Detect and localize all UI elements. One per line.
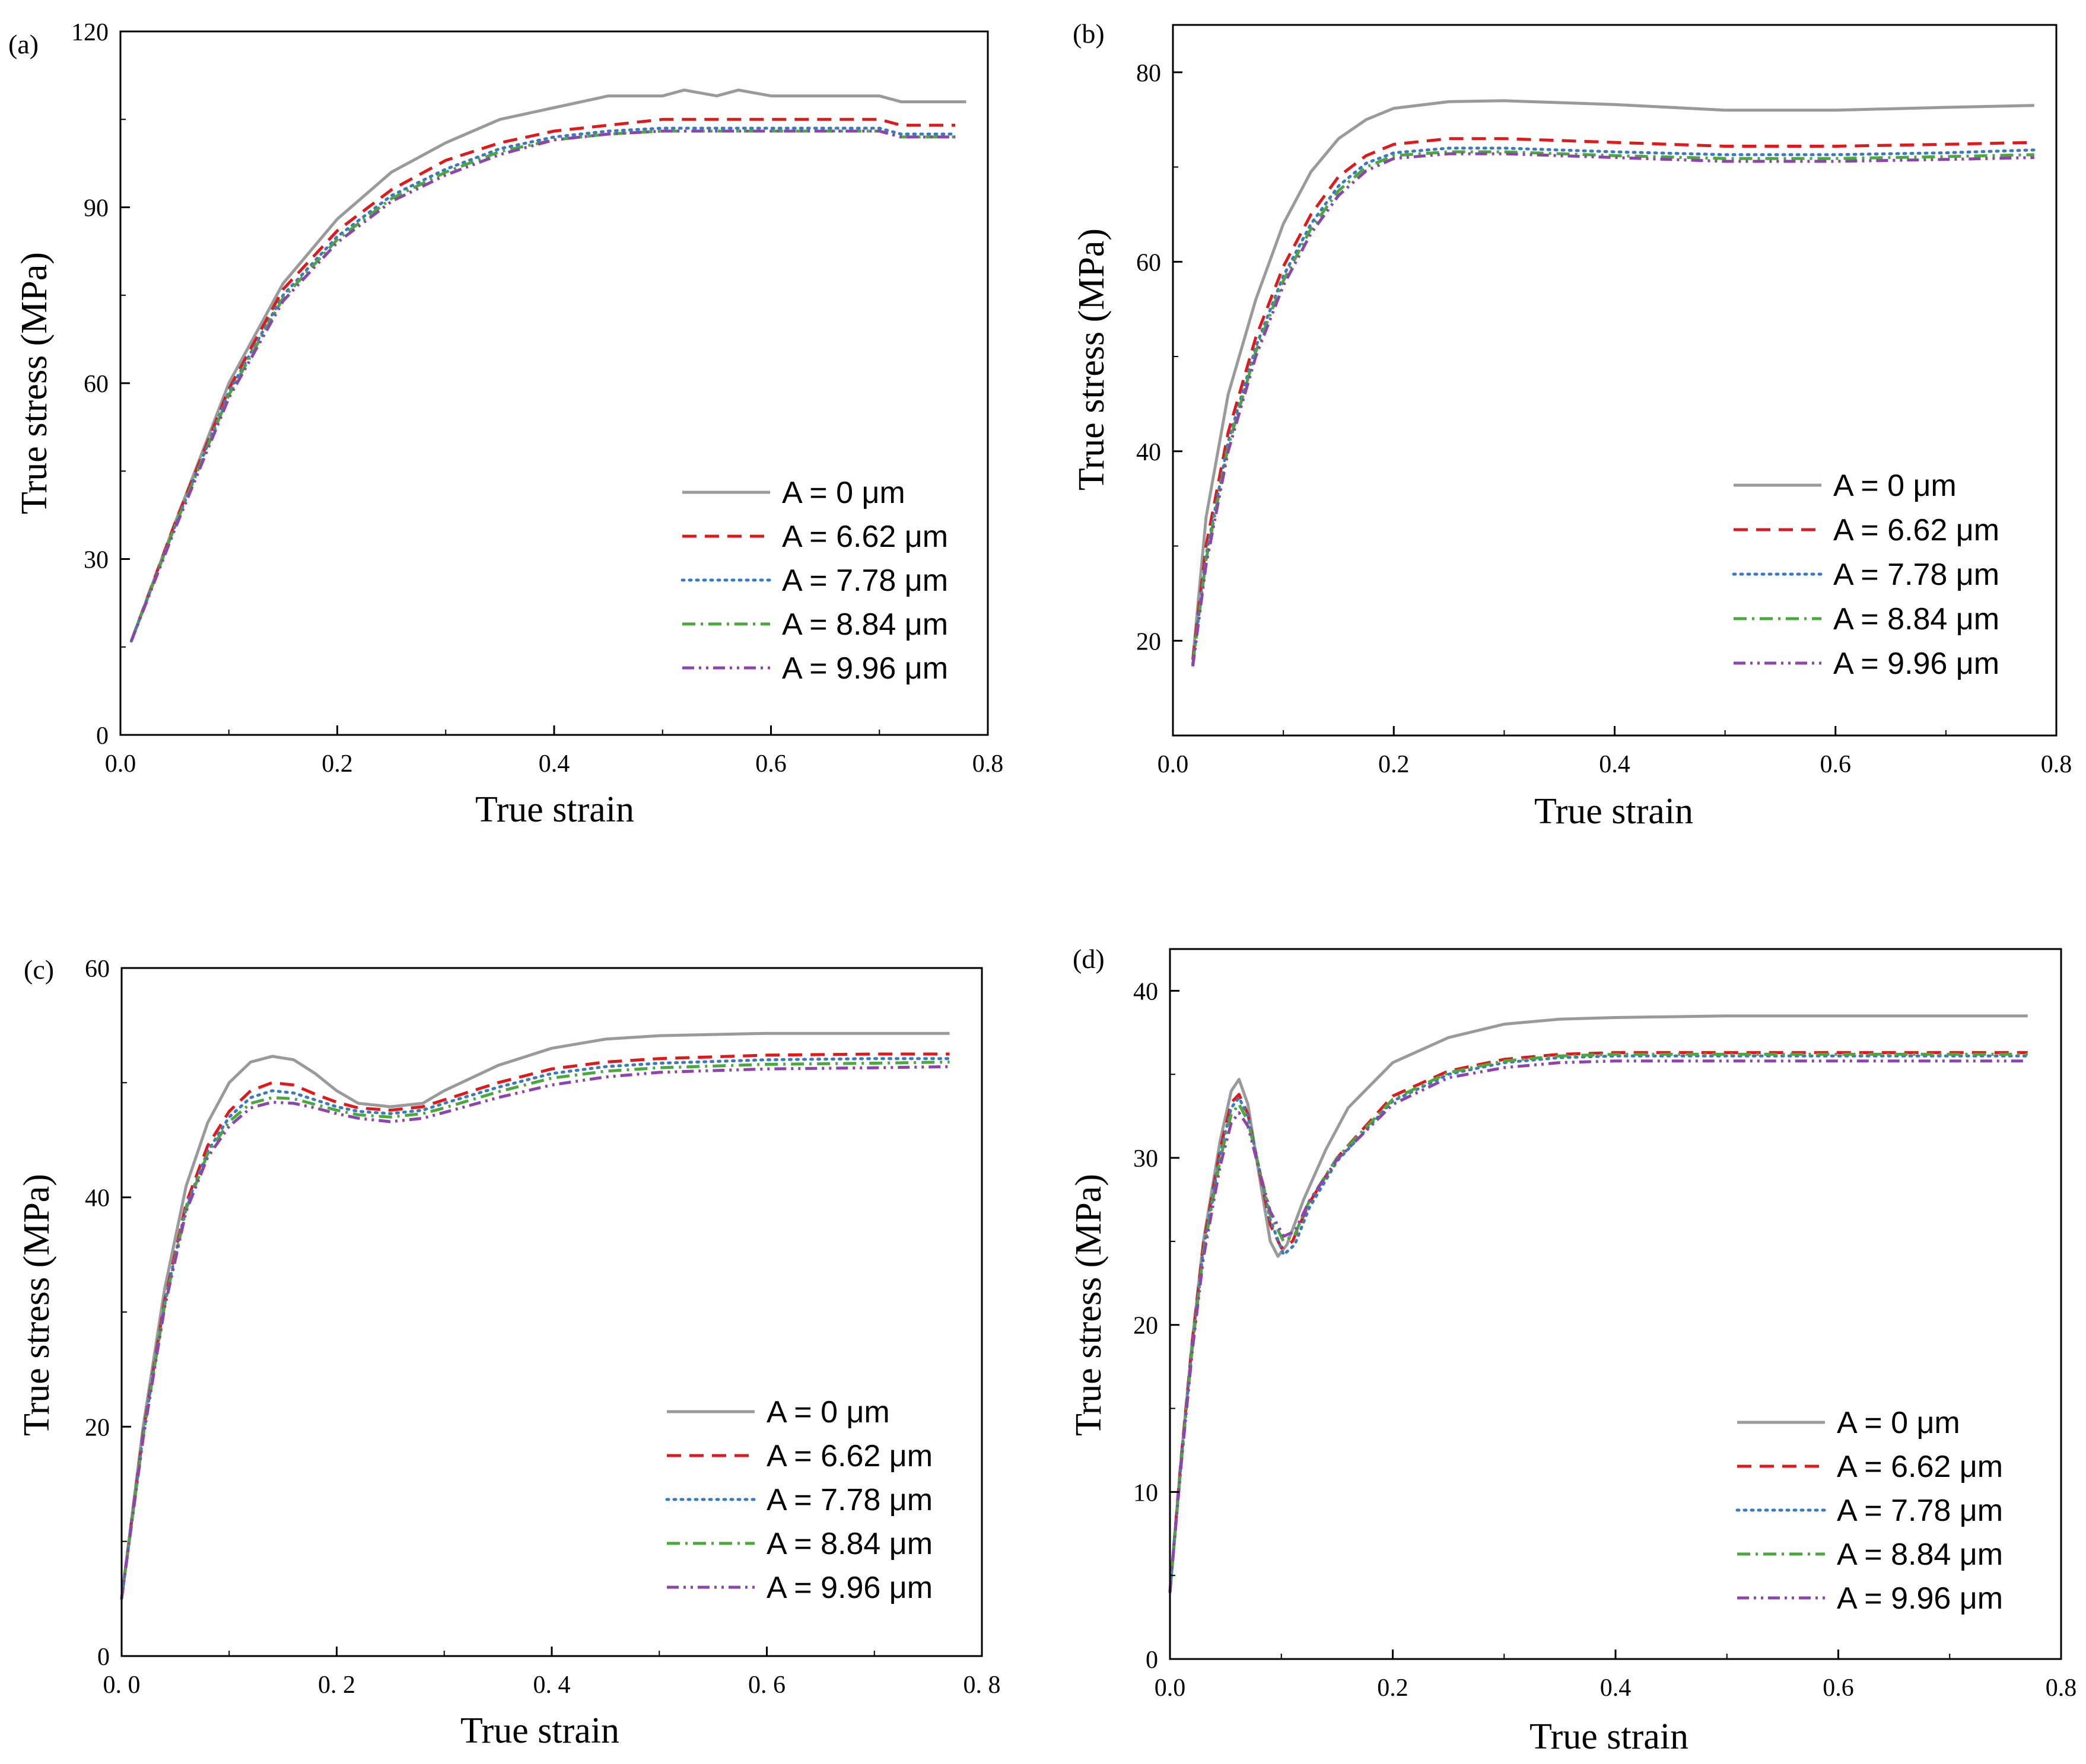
legend-label-1: A = 0 μm xyxy=(782,476,905,510)
panel-b-legend: A = 0 μm A = 6.62 μm A = 7.78 μm A = 8.84 μ… xyxy=(1732,469,1999,681)
legend-label-1: A = 0 μm xyxy=(1833,469,1957,503)
y-tick-label: 60 xyxy=(84,371,109,398)
series-line-3 xyxy=(129,126,957,643)
x-tick-label: 0.0 xyxy=(1158,751,1189,778)
panel-b-y-axis-label: True stress (MPa) xyxy=(1071,228,1112,491)
panel-c-ticks: 0. 0 0. 2 0. 4 0. 6 0. 8 0 20 40 60 xyxy=(85,956,1001,1699)
panel-d-legend: A = 0 μm A = 6.62 μm A = 7.78 μm A = 8.84 μ… xyxy=(1735,1406,2003,1616)
series-line-1 xyxy=(129,88,966,642)
panel-a-ticks: 0.0 0.2 0.4 0.6 0.8 0 30 60 90 120 xyxy=(71,19,1003,778)
series-line-2 xyxy=(120,1052,950,1599)
legend-label-3: A = 7.78 μm xyxy=(1833,558,1999,592)
y-tick-label: 0 xyxy=(96,722,109,750)
panel-d-ticks: 0.0 0.2 0.4 0.6 0.8 0 10 20 30 40 xyxy=(1133,978,2077,1702)
x-tick-label: 0. 4 xyxy=(533,1671,571,1699)
legend-label-2: A = 6.62 μm xyxy=(767,1439,933,1473)
legend-label-1: A = 0 μm xyxy=(1837,1406,1960,1440)
x-tick-label: 0.4 xyxy=(1599,751,1630,778)
x-tick-label: 0.0 xyxy=(1155,1674,1186,1702)
y-tick-label: 40 xyxy=(1133,978,1158,1005)
legend-label-5: A = 9.96 μm xyxy=(767,1571,933,1605)
x-tick-label: 0.6 xyxy=(755,750,787,778)
y-tick-label: 60 xyxy=(1136,249,1161,276)
legend-label-3: A = 7.78 μm xyxy=(1837,1494,2003,1528)
legend-label-5: A = 9.96 μm xyxy=(1833,647,1999,681)
x-tick-label: 0.0 xyxy=(105,750,136,778)
legend-label-3: A = 7.78 μm xyxy=(767,1483,933,1517)
series-line-1 xyxy=(120,1031,950,1599)
panel-a: (a) True strain True stress (MPa) 0.0 0.2… xyxy=(8,19,1003,830)
legend-label-5: A = 9.96 μm xyxy=(782,651,948,686)
panel-c-y-axis-label: True stress (MPa) xyxy=(17,1174,57,1436)
panel-d-label: (d) xyxy=(1073,944,1105,974)
x-tick-label: 0.6 xyxy=(1823,1674,1854,1702)
y-tick-label: 120 xyxy=(71,19,109,46)
x-tick-label: 0. 2 xyxy=(318,1671,355,1699)
legend-label-3: A = 7.78 μm xyxy=(782,563,948,598)
x-tick-label: 0.4 xyxy=(539,750,570,778)
legend-label-5: A = 9.96 μm xyxy=(1837,1581,2003,1616)
series-line-1 xyxy=(1191,99,2034,660)
panel-a-plot-area xyxy=(129,88,966,643)
legend-label-4: A = 8.84 μm xyxy=(1837,1537,2003,1572)
x-tick-label: 0.2 xyxy=(1378,751,1410,778)
legend-label-1: A = 0 μm xyxy=(767,1395,890,1429)
series-line-5 xyxy=(1168,1059,2028,1593)
x-tick-label: 0.8 xyxy=(2041,751,2072,778)
panel-c-legend: A = 0 μm A = 6.62 μm A = 7.78 μm A = 8.84 μ… xyxy=(665,1395,933,1605)
legend-label-2: A = 6.62 μm xyxy=(1833,513,1999,547)
panel-c: (c) True strain True stress (MPa) 0. 0 0.… xyxy=(17,954,1001,1751)
y-tick-label: 0 xyxy=(1146,1647,1158,1674)
legend-label-4: A = 8.84 μm xyxy=(1833,602,1999,636)
x-tick-label: 0.8 xyxy=(972,750,1004,778)
y-tick-label: 20 xyxy=(85,1414,110,1441)
series-line-2 xyxy=(1191,137,2034,660)
panel-b-plot-area xyxy=(1191,99,2036,667)
y-tick-label: 40 xyxy=(1136,439,1161,466)
y-tick-label: 60 xyxy=(85,956,110,983)
panel-b-ticks: 0.0 0.2 0.4 0.6 0.8 20 40 60 80 xyxy=(1136,60,2072,778)
legend-label-2: A = 6.62 μm xyxy=(1837,1450,2003,1484)
y-tick-label: 0 xyxy=(97,1644,110,1671)
panel-c-label: (c) xyxy=(24,954,54,985)
panel-a-legend: A = 0 μm A = 6.62 μm A = 7.78 μm A = 8.84 μ… xyxy=(681,476,948,686)
panel-b-label: (b) xyxy=(1073,18,1105,49)
x-tick-label: 0.4 xyxy=(1600,1674,1632,1702)
x-tick-label: 0.2 xyxy=(1377,1674,1408,1702)
series-line-1 xyxy=(1168,1014,2028,1593)
legend-label-4: A = 8.84 μm xyxy=(782,607,948,642)
panel-a-label: (a) xyxy=(8,29,39,59)
y-tick-label: 80 xyxy=(1136,60,1161,87)
y-tick-label: 30 xyxy=(1133,1145,1158,1173)
panel-a-x-axis-label: True strain xyxy=(475,789,634,830)
y-tick-label: 20 xyxy=(1136,628,1161,655)
series-line-2 xyxy=(129,117,956,642)
legend-label-2: A = 6.62 μm xyxy=(782,520,948,554)
y-tick-label: 20 xyxy=(1133,1313,1158,1340)
x-tick-label: 0.8 xyxy=(2046,1674,2077,1702)
panel-c-plot-area xyxy=(120,1031,952,1600)
panel-a-y-axis-label: True stress (MPa) xyxy=(14,252,55,514)
panel-d-x-axis-label: True strain xyxy=(1529,1717,1688,1757)
y-tick-label: 30 xyxy=(84,547,109,574)
y-tick-label: 90 xyxy=(84,195,109,222)
legend-label-4: A = 8.84 μm xyxy=(767,1527,933,1561)
y-tick-label: 10 xyxy=(1133,1479,1158,1507)
series-line-4 xyxy=(1168,1052,2028,1593)
panel-d-y-axis-label: True stress (MPa) xyxy=(1069,1174,1109,1436)
panel-b-x-axis-label: True strain xyxy=(1534,791,1693,832)
series-line-3 xyxy=(1191,147,2036,666)
x-tick-label: 0.2 xyxy=(322,750,353,778)
panel-c-x-axis-label: True strain xyxy=(460,1711,619,1751)
x-tick-label: 0. 8 xyxy=(963,1671,1001,1699)
x-tick-label: 0. 6 xyxy=(748,1671,786,1699)
y-tick-label: 40 xyxy=(85,1185,110,1212)
panel-d-plot-area xyxy=(1168,1014,2030,1594)
panel-d: (d) True strain True stress (MPa) 0.0 0.2… xyxy=(1069,944,2077,1757)
panel-b: (b) True strain True stress (MPa) 0.0 0.2… xyxy=(1071,18,2072,832)
x-tick-label: 0. 0 xyxy=(103,1671,141,1699)
x-tick-label: 0.6 xyxy=(1820,751,1852,778)
